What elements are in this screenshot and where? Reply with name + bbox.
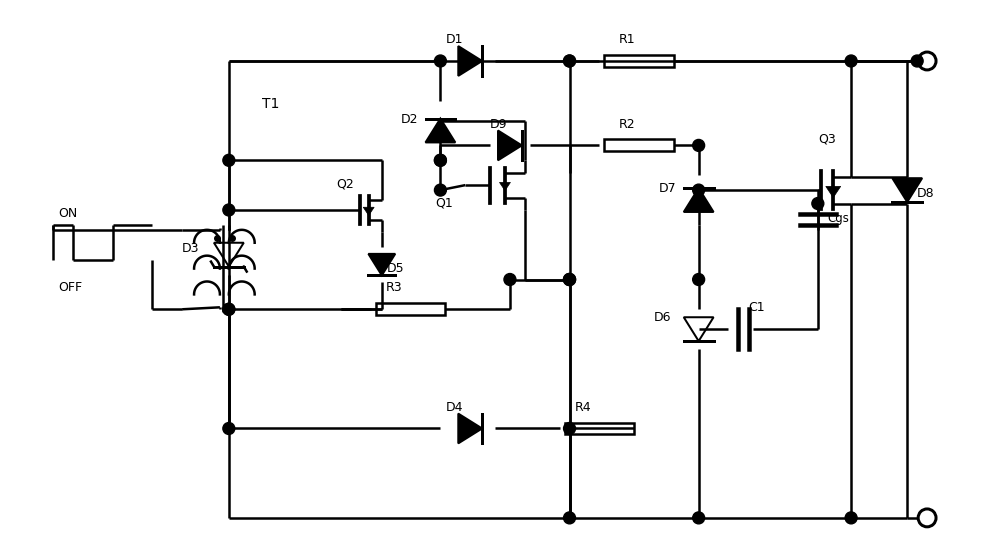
Text: R3: R3 — [386, 281, 402, 295]
Circle shape — [693, 273, 705, 286]
Text: Cgs: Cgs — [828, 212, 850, 225]
Text: OFF: OFF — [58, 281, 82, 295]
Bar — [565, 423, 634, 434]
Text: D6: D6 — [654, 311, 671, 324]
Text: D9: D9 — [490, 117, 508, 130]
Polygon shape — [368, 254, 395, 276]
Text: Q2: Q2 — [336, 177, 354, 190]
Circle shape — [434, 154, 446, 166]
Circle shape — [845, 512, 857, 524]
Text: D4: D4 — [445, 401, 463, 414]
Circle shape — [564, 55, 575, 67]
Polygon shape — [426, 119, 455, 143]
Circle shape — [434, 55, 446, 67]
Bar — [604, 55, 674, 67]
Circle shape — [911, 55, 923, 67]
Circle shape — [845, 55, 857, 67]
Circle shape — [434, 154, 446, 166]
Polygon shape — [500, 182, 510, 191]
Text: Q1: Q1 — [435, 197, 453, 210]
Text: D8: D8 — [917, 187, 935, 200]
Text: Q3: Q3 — [818, 132, 836, 145]
Circle shape — [223, 423, 235, 434]
Text: T1: T1 — [262, 97, 279, 111]
Circle shape — [564, 512, 575, 524]
Circle shape — [223, 154, 235, 166]
Circle shape — [812, 197, 824, 210]
Circle shape — [223, 204, 235, 216]
Circle shape — [564, 273, 575, 286]
Text: D7: D7 — [659, 182, 677, 195]
Text: D5: D5 — [387, 262, 404, 274]
Circle shape — [693, 512, 705, 524]
Text: D1: D1 — [445, 33, 463, 46]
Circle shape — [564, 273, 575, 286]
Circle shape — [564, 423, 575, 434]
Polygon shape — [458, 46, 482, 76]
Circle shape — [504, 273, 516, 286]
Polygon shape — [363, 207, 374, 215]
Circle shape — [693, 184, 705, 196]
Text: D3: D3 — [182, 241, 200, 255]
Polygon shape — [458, 414, 482, 443]
Polygon shape — [498, 130, 522, 160]
Bar — [604, 139, 674, 151]
Circle shape — [564, 273, 575, 286]
Text: D2: D2 — [401, 112, 418, 126]
Circle shape — [693, 139, 705, 151]
Text: C1: C1 — [748, 301, 765, 314]
Text: R2: R2 — [619, 117, 636, 130]
Text: R1: R1 — [619, 33, 636, 46]
Circle shape — [564, 55, 575, 67]
Polygon shape — [826, 186, 841, 197]
Text: ON: ON — [58, 207, 77, 220]
Circle shape — [223, 304, 235, 315]
Polygon shape — [892, 178, 922, 202]
Circle shape — [434, 184, 446, 196]
Bar — [376, 304, 445, 315]
Text: R4: R4 — [574, 401, 591, 414]
Polygon shape — [684, 188, 714, 212]
Circle shape — [223, 304, 235, 315]
